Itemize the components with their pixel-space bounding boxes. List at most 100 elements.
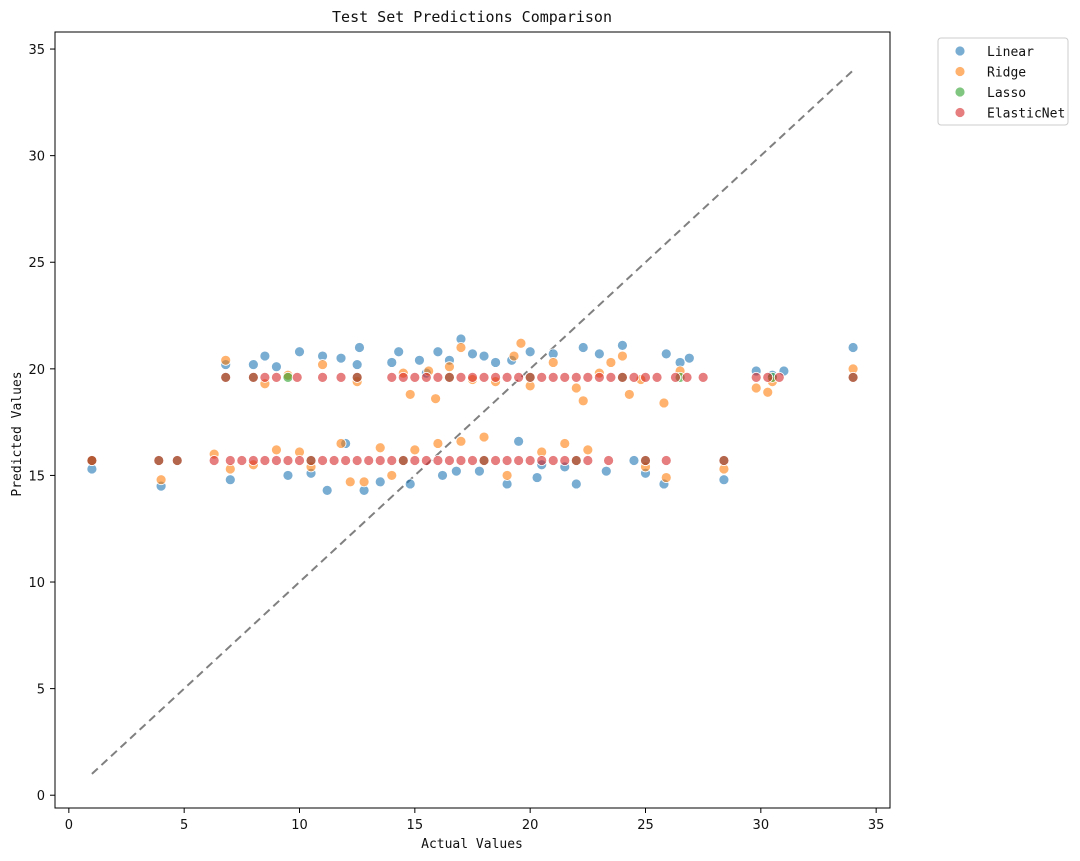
- data-point: [358, 476, 370, 488]
- x-tick-label: 15: [407, 818, 424, 833]
- data-point: [414, 354, 425, 366]
- data-point: [513, 371, 525, 383]
- data-point: [444, 361, 455, 373]
- data-point: [847, 371, 859, 383]
- data-point: [437, 470, 448, 481]
- data-point: [444, 455, 455, 466]
- data-point: [670, 371, 681, 383]
- data-point: [335, 371, 347, 383]
- data-point: [593, 371, 605, 383]
- legend-marker: [954, 45, 966, 57]
- data-point: [660, 472, 672, 483]
- data-point: [432, 455, 444, 466]
- y-tick-label: 5: [37, 683, 45, 698]
- data-point: [603, 455, 614, 466]
- x-axis-ticks: 0 5 10 15 20 25 30 35: [65, 808, 885, 833]
- x-tick-label: 20: [522, 818, 539, 833]
- x-axis-label: Actual Values: [421, 837, 523, 852]
- data-point: [582, 444, 594, 456]
- data-point: [547, 357, 559, 368]
- data-point: [153, 455, 165, 466]
- data-point: [271, 361, 282, 373]
- data-point: [155, 474, 167, 486]
- data-point: [344, 476, 356, 488]
- data-point: [478, 371, 490, 383]
- data-point: [750, 382, 762, 394]
- data-point: [247, 359, 259, 370]
- data-point: [600, 465, 612, 477]
- y-tick-label: 0: [37, 789, 45, 804]
- data-point: [455, 342, 467, 353]
- data-point: [340, 455, 352, 466]
- data-point: [409, 455, 421, 466]
- data-point: [420, 371, 432, 383]
- data-point: [317, 371, 328, 383]
- y-tick-label: 20: [28, 363, 45, 378]
- data-point: [570, 382, 582, 394]
- data-point: [582, 455, 594, 466]
- data-point: [628, 371, 640, 383]
- data-point: [750, 371, 762, 383]
- data-point: [660, 348, 672, 360]
- data-point: [335, 438, 347, 449]
- data-points: [86, 333, 859, 496]
- data-point: [305, 455, 317, 466]
- data-point: [640, 371, 651, 383]
- data-point: [570, 371, 582, 383]
- data-point: [86, 455, 98, 466]
- data-point: [490, 357, 501, 368]
- data-point: [328, 455, 340, 466]
- data-point: [658, 397, 670, 409]
- data-point: [247, 371, 259, 383]
- data-point: [501, 455, 513, 466]
- data-point: [847, 342, 859, 353]
- legend-marker: [954, 107, 966, 118]
- data-point: [335, 352, 347, 364]
- data-point: [386, 470, 398, 481]
- data-point: [762, 386, 774, 398]
- data-point: [259, 455, 271, 466]
- data-point: [531, 472, 543, 483]
- data-point: [363, 455, 375, 466]
- data-point: [681, 371, 693, 383]
- data-point: [317, 359, 328, 370]
- legend-label: ElasticNet: [987, 107, 1065, 122]
- data-point: [393, 346, 405, 358]
- data-point: [593, 348, 605, 360]
- y-axis-ticks: 0 5 10 15 20 25 30 35: [28, 43, 55, 804]
- data-point: [467, 348, 478, 360]
- data-point: [317, 455, 328, 466]
- data-point: [220, 354, 232, 366]
- legend-marker: [954, 86, 966, 98]
- data-point: [420, 455, 432, 466]
- data-point: [208, 455, 220, 466]
- data-point: [467, 371, 478, 383]
- data-point: [623, 389, 635, 400]
- data-point: [628, 455, 640, 466]
- x-tick-label: 35: [868, 818, 885, 833]
- data-point: [605, 371, 617, 383]
- data-point: [430, 393, 441, 405]
- chart-title: Test Set Predictions Comparison: [332, 8, 612, 26]
- x-tick-label: 30: [753, 818, 770, 833]
- x-tick-label: 0: [65, 818, 73, 833]
- data-point: [570, 478, 582, 490]
- data-point: [547, 371, 559, 383]
- data-point: [220, 371, 232, 383]
- data-point: [513, 435, 525, 447]
- data-point: [478, 350, 490, 362]
- data-point: [432, 346, 444, 358]
- y-tick-label: 15: [28, 469, 45, 484]
- data-point: [171, 455, 183, 466]
- y-tick-label: 10: [28, 576, 45, 591]
- data-point: [224, 455, 236, 466]
- data-point: [386, 371, 398, 383]
- data-point: [762, 371, 774, 383]
- legend-label: Lasso: [987, 86, 1026, 101]
- data-point: [467, 455, 478, 466]
- data-point: [524, 455, 536, 466]
- series-elasticnet: [86, 371, 859, 466]
- data-point: [617, 339, 628, 351]
- y-tick-label: 25: [28, 256, 45, 271]
